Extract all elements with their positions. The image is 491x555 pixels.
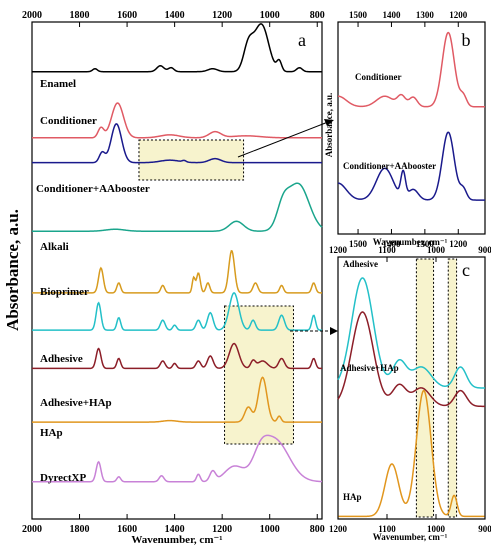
series-line-conditioner-aabooster bbox=[32, 123, 322, 164]
x-tick-label: 1400 bbox=[165, 524, 185, 535]
x-tick-label-top: 1400 bbox=[165, 10, 185, 21]
series-line-adhesive-hap bbox=[337, 311, 485, 408]
panel-b-ylabel: Absorbance, a.u. bbox=[324, 93, 334, 158]
panel-c-highlights bbox=[415, 258, 458, 518]
x-tick-label: 1800 bbox=[70, 524, 90, 535]
label-c-hap: HAp bbox=[343, 492, 362, 502]
panel-c: 1200 1200 1100 1100 1000 1000 900 900 Wavenumbe… bbox=[329, 245, 491, 542]
x-tick-label: 1200 bbox=[329, 524, 348, 534]
panel-a-ticks: 2000 2000 1800 1800 1600 1600 1400 1400 1200 1200… bbox=[22, 10, 325, 535]
series-line-adhesive-hap bbox=[32, 342, 322, 370]
panel-b-lines bbox=[337, 31, 485, 201]
x-tick-label: 1100 bbox=[378, 524, 396, 534]
panel-a: 2000 2000 1800 1800 1600 1600 1400 1400 1200 1200… bbox=[22, 10, 325, 546]
x-tick-label-top: 1200 bbox=[329, 245, 348, 255]
x-tick-label: 1600 bbox=[117, 524, 137, 535]
x-tick-label-top: 1300 bbox=[416, 10, 435, 20]
arrow-to-panel-b bbox=[237, 121, 329, 158]
panel-c-lines bbox=[337, 277, 485, 518]
panel-a-lines bbox=[32, 23, 323, 483]
x-tick-label: 1000 bbox=[427, 524, 446, 534]
label-dyrectxp: DyrectXP bbox=[40, 472, 86, 484]
panel-c-ticks: 1200 1200 1100 1100 1000 1000 900 900 bbox=[329, 245, 491, 534]
x-tick-label-top: 2000 bbox=[22, 10, 42, 21]
x-tick-label: 1400 bbox=[382, 239, 401, 249]
panel-c-letter: c bbox=[462, 260, 470, 280]
x-tick-label: 1500 bbox=[349, 239, 368, 249]
label-b-conditioner-aa: Conditioner+AAbooster bbox=[343, 161, 436, 171]
series-line-conditioner bbox=[32, 102, 322, 139]
label-b-conditioner: Conditioner bbox=[355, 72, 402, 82]
highlight-region bbox=[224, 305, 294, 445]
x-tick-label: 2000 bbox=[22, 524, 42, 535]
x-tick-label-top: 1800 bbox=[70, 10, 90, 21]
series-line-adhesive bbox=[32, 292, 323, 331]
x-tick-label-top: 1500 bbox=[349, 10, 368, 20]
x-tick-label-top: 1200 bbox=[449, 10, 468, 20]
panel-a-letter: a bbox=[298, 30, 306, 50]
label-c-adhesive: Adhesive bbox=[343, 259, 378, 269]
x-tick-label-top: 1200 bbox=[212, 10, 232, 21]
series-line-conditioner bbox=[337, 31, 485, 108]
panel-b-ticks: 1500 1500 1400 1400 1300 1300 1200 1200 bbox=[349, 10, 468, 249]
x-tick-label: 1200 bbox=[212, 524, 232, 535]
arrowhead-c bbox=[330, 327, 338, 335]
x-tick-label-top: 900 bbox=[478, 245, 491, 255]
panel-a-frame bbox=[31, 21, 323, 520]
highlight-region bbox=[138, 139, 245, 181]
x-tick-label: 1300 bbox=[416, 239, 435, 249]
panel-b-frame bbox=[337, 21, 486, 235]
panel-b-letter: b bbox=[462, 30, 471, 50]
series-line-enamel bbox=[32, 23, 322, 73]
panel-b-xlabel: Wavenumber, cm⁻¹ bbox=[373, 237, 448, 247]
panel-a-xlabel: Wavenumber, cm⁻¹ bbox=[131, 534, 222, 546]
x-tick-label-top: 1600 bbox=[117, 10, 137, 21]
label-conditioner: Conditioner bbox=[40, 115, 97, 127]
x-tick-label-top: 1000 bbox=[260, 10, 280, 21]
x-tick-label-top: 1400 bbox=[382, 10, 401, 20]
x-tick-label-top: 1100 bbox=[378, 245, 396, 255]
label-c-adhesive-hap: Adhesive+HAp bbox=[340, 363, 399, 373]
x-tick-label: 900 bbox=[478, 524, 491, 534]
x-tick-label: 800 bbox=[310, 524, 325, 535]
series-line-adhesive bbox=[337, 277, 485, 389]
main-ylabel: Absorbance, a.u. bbox=[3, 209, 22, 331]
zoom-arrows bbox=[237, 119, 338, 335]
series-line-hap bbox=[338, 389, 485, 518]
panel-a-highlights bbox=[138, 139, 294, 445]
x-tick-label: 1000 bbox=[260, 524, 280, 535]
label-enamel: Enamel bbox=[40, 78, 76, 90]
label-adhesive-hap: Adhesive+HAp bbox=[40, 397, 112, 409]
series-line-dyrectxp bbox=[32, 434, 323, 483]
label-hap: HAp bbox=[40, 427, 63, 439]
series-line-hap bbox=[32, 376, 322, 423]
label-alkali: Alkali bbox=[40, 241, 69, 253]
arrowhead-b bbox=[324, 119, 334, 126]
highlight-region bbox=[447, 258, 458, 518]
x-tick-label: 1200 bbox=[449, 239, 468, 249]
series-line-bioprimer bbox=[32, 249, 322, 294]
x-tick-label-top: 800 bbox=[310, 10, 325, 21]
label-adhesive: Adhesive bbox=[40, 353, 83, 365]
x-tick-label-top: 1000 bbox=[427, 245, 446, 255]
series-line-alkali bbox=[32, 182, 323, 232]
series-line-conditioner-aabooster bbox=[337, 131, 485, 201]
label-bioprimer: Bioprimer bbox=[40, 286, 89, 298]
highlight-region bbox=[415, 258, 435, 518]
panel-c-xlabel: Wavenumber, cm⁻¹ bbox=[373, 532, 448, 542]
label-conditioner-aa: Conditioner+AAbooster bbox=[36, 183, 150, 195]
panel-b: 1500 1500 1400 1400 1300 1300 1200 1200 Wavenum… bbox=[324, 10, 486, 249]
